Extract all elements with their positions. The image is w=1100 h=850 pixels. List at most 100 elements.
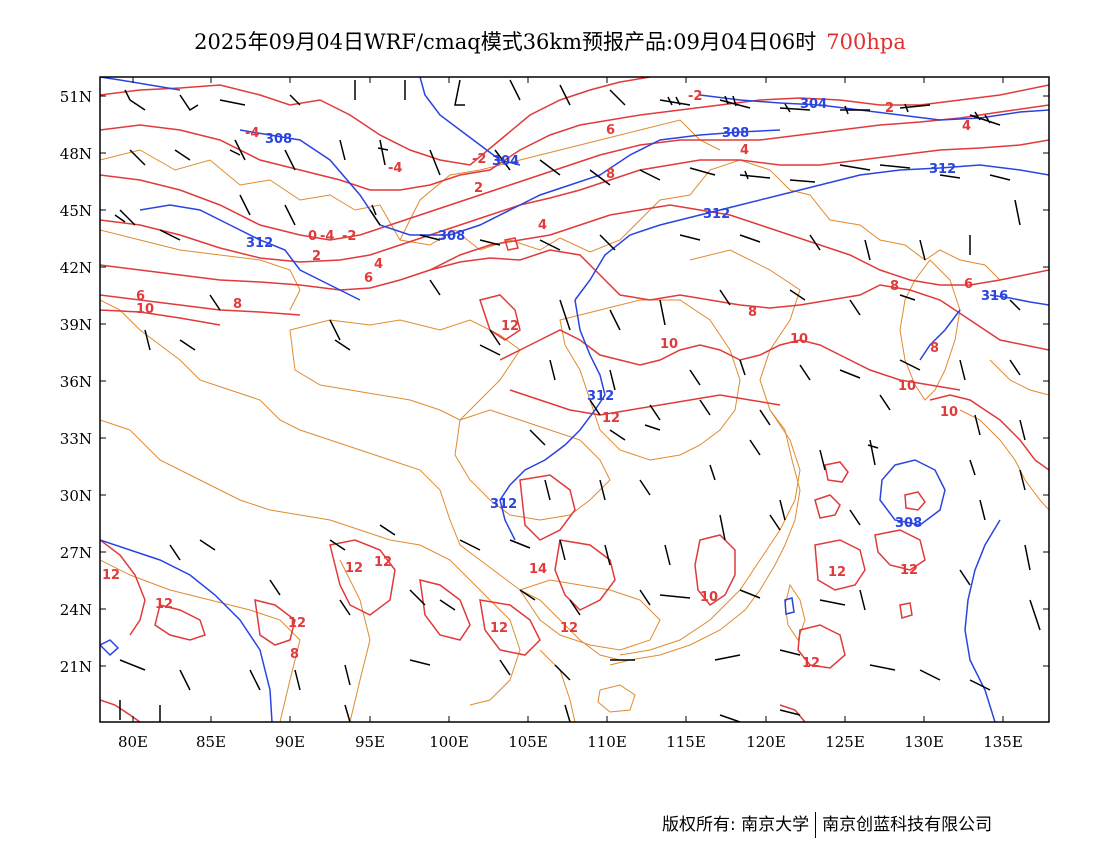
- temp-label: 8: [930, 341, 939, 356]
- lon-label: 125E: [825, 733, 865, 751]
- japan-kyushu: [959, 409, 1049, 511]
- temp-label: 12: [602, 411, 620, 426]
- isotherm-line: [329, 539, 396, 616]
- wind-barb: [239, 194, 251, 216]
- temp-label: 12: [501, 319, 519, 334]
- lon-label: 135E: [983, 733, 1023, 751]
- wind-barb: [1029, 599, 1041, 631]
- temp-label: 6: [964, 277, 973, 292]
- lat-label: 27N: [60, 544, 92, 562]
- wind-barb: [609, 309, 621, 331]
- wind-barb: [719, 514, 726, 541]
- isotherm-line: [100, 204, 1049, 291]
- wind-barb: [589, 169, 611, 186]
- lon-label: 95E: [355, 733, 385, 751]
- wind-barb: [739, 359, 746, 376]
- isotherm-line: [100, 699, 141, 722]
- isotherm-line: [100, 294, 301, 316]
- wind-barb: [284, 204, 296, 226]
- guangxi-region: [519, 579, 661, 651]
- temp-label: -2: [342, 229, 356, 244]
- wind-barb: [429, 149, 441, 176]
- wind-barb: [819, 599, 846, 606]
- wind-barb: [709, 464, 716, 481]
- wind-barb: [899, 359, 921, 371]
- lat-label: 45N: [60, 202, 92, 220]
- wind-barb: [429, 279, 441, 296]
- height-line: [419, 77, 521, 166]
- temp-label: 8: [890, 279, 899, 294]
- wind-barb: [609, 429, 626, 441]
- wind-barb: [1019, 419, 1026, 441]
- wind-barb: [859, 589, 866, 611]
- mongolia-border: [399, 119, 721, 241]
- isotherm-line: [874, 529, 926, 571]
- wind-barb: [867, 439, 879, 466]
- latitude-axis: 51N 48N 45N 42N 39N 36N 33N 30N 27N 24N …: [60, 88, 1049, 676]
- wind-barb: [689, 167, 716, 176]
- wind-barb: [124, 89, 146, 111]
- temp-label: 8: [606, 167, 615, 182]
- temp-label: 4: [740, 143, 749, 158]
- china-border-west: [100, 299, 621, 661]
- lon-label: 80E: [118, 733, 148, 751]
- isotherm-line: [779, 704, 806, 722]
- temp-label: -4: [245, 126, 259, 141]
- wind-barb: [114, 209, 136, 226]
- lat-label: 51N: [60, 88, 92, 106]
- wind-barb: [719, 714, 741, 722]
- sichuan-region: [454, 409, 611, 521]
- temp-label: 10: [136, 302, 154, 317]
- wind-barb: [219, 99, 246, 106]
- wind-barb: [549, 359, 556, 381]
- temp-label: 12: [490, 621, 508, 636]
- wind-barb: [334, 339, 351, 351]
- lat-label: 21N: [60, 658, 92, 676]
- wind-barb: [719, 95, 751, 109]
- wind-barb: [769, 514, 781, 531]
- temp-label: 6: [136, 289, 145, 304]
- temp-label: -4: [320, 229, 334, 244]
- temp-label: 12: [828, 565, 846, 580]
- wind-barb: [1024, 544, 1031, 571]
- wind-barb: [339, 139, 346, 161]
- wind-barb: [969, 459, 976, 476]
- wind-barb: [649, 404, 661, 421]
- temp-label: 6: [364, 271, 373, 286]
- wind-barb: [199, 539, 216, 551]
- wind-barb: [339, 599, 351, 616]
- isotherm-line: [929, 394, 1049, 471]
- temp-label: 6: [606, 123, 615, 138]
- isotherm-line: [797, 624, 846, 669]
- wind-barbs: [114, 79, 1041, 722]
- copyright-footer: 版权所有: 南京大学 南京创蓝科技有限公司: [662, 810, 992, 838]
- wind-barb: [269, 579, 281, 596]
- wind-barb: [759, 409, 771, 426]
- temp-label: -4: [388, 161, 402, 176]
- isotherm-line: [814, 494, 841, 519]
- wind-barb: [979, 499, 986, 521]
- wind-barb: [789, 289, 806, 301]
- wind-barb: [544, 479, 551, 501]
- wind-barb: [419, 234, 441, 241]
- longitude-axis: 80E 85E 90E 95E 100E 105E 110E 115E 120E…: [118, 77, 1023, 751]
- wind-barb: [174, 149, 191, 161]
- wind-barb: [969, 679, 991, 691]
- temp-label: 2: [312, 249, 321, 264]
- wind-barb: [959, 359, 966, 381]
- wind-barb: [589, 399, 601, 416]
- wind-barb: [739, 234, 761, 243]
- temp-label: 12: [102, 568, 120, 583]
- copyright-company: 南京创蓝科技有限公司: [822, 815, 993, 835]
- wind-barb: [539, 159, 561, 176]
- wind-barb: [779, 709, 801, 716]
- wind-barb: [329, 539, 346, 551]
- isotherm-line: [100, 104, 1049, 241]
- central-provinces: [559, 299, 741, 461]
- wind-barb: [529, 429, 546, 446]
- wind-barb: [1009, 299, 1021, 311]
- wind-barb: [849, 299, 861, 316]
- height-line: [784, 597, 795, 615]
- lat-label: 42N: [60, 259, 92, 277]
- tibet-south-border: [100, 419, 421, 546]
